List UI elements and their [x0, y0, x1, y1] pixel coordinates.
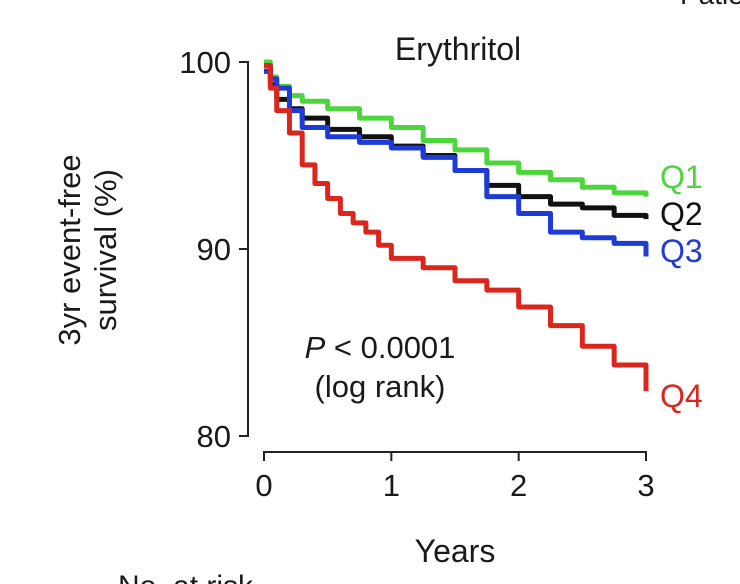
- chart-title: Erythritol: [395, 31, 521, 67]
- series-line-q4: [264, 63, 649, 392]
- p-value-annotation: P < 0.0001 (log rank): [305, 330, 456, 404]
- y-axis-label-line-1: 3yr event-free: [52, 154, 87, 345]
- y-axis-label: 3yr event-free survival (%): [52, 154, 123, 345]
- p-value-rest: < 0.0001: [325, 330, 455, 365]
- p-value-italic: P: [305, 330, 326, 365]
- x-tick-label: 0: [255, 468, 272, 503]
- axes: 80 90 100 0 1 2 3: [179, 45, 654, 503]
- x-tick-label: 2: [510, 468, 527, 503]
- series-layer: [264, 59, 649, 392]
- top-right-fragment: Patie: [680, 0, 740, 10]
- bottom-fragment: No. at risk: [118, 570, 254, 584]
- series-label-q3: Q3: [660, 233, 703, 269]
- x-axis-label: Years: [415, 533, 496, 569]
- y-tick-label: 100: [179, 45, 231, 80]
- y-axis-label-line-2: survival (%): [88, 169, 123, 331]
- p-value-text: P < 0.0001: [305, 330, 456, 365]
- x-tick-label: 3: [637, 468, 654, 503]
- series-label-q4: Q4: [660, 378, 703, 414]
- y-tick-label: 80: [197, 419, 231, 454]
- x-tick-label: 1: [383, 468, 400, 503]
- series-label-q2: Q2: [660, 196, 703, 232]
- y-tick-label: 90: [197, 232, 231, 267]
- log-rank-text: (log rank): [315, 369, 446, 404]
- series-label-q1: Q1: [660, 159, 703, 195]
- series-line-q3: [264, 68, 649, 257]
